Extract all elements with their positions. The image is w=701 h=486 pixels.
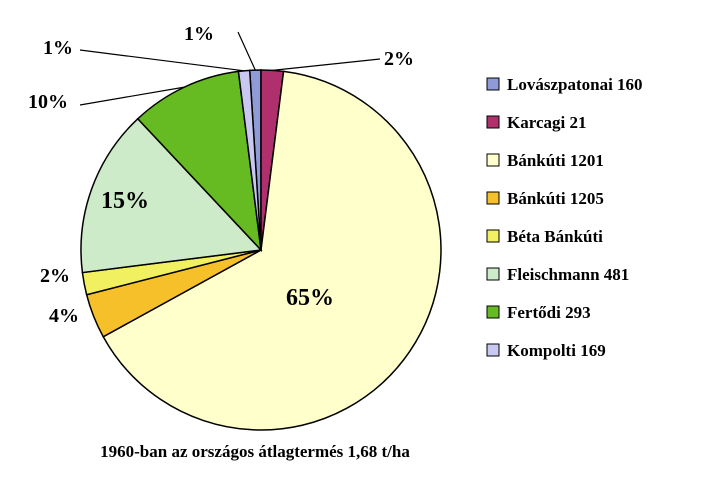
legend-label-bankuti-1201: Bánkúti 1201 [507,151,604,170]
slice-label-fleischmann-481: 15% [101,188,149,214]
legend-item-fleischmann-481: Fleischmann 481 [486,265,629,284]
legend-item-fertodi-293: Fertődi 293 [486,303,591,322]
slice-label-lovaszpatonai-160: 1% [184,23,214,45]
legend-item-lovaszpatonai-160: Lovászpatonai 160 [486,75,643,94]
legend-item-beta-bankuti: Béta Bánkúti [486,227,603,246]
legend-label-bankuti-1205: Bánkúti 1205 [507,189,604,208]
legend: Lovászpatonai 160 Karcagi 21 Bánkúti 1201 B… [486,75,643,360]
legend-label-beta-bankuti: Béta Bánkúti [507,227,603,246]
legend-item-kompolti-169: Kompolti 169 [486,341,606,360]
slice-labels: 1% 2% 65% 4% 2% 15% 10% 1% [28,23,414,327]
slice-label-beta-bankuti: 2% [40,265,70,287]
legend-swatch-bankuti-1205 [486,191,500,205]
legend-label-lovaszpatonai-160: Lovászpatonai 160 [507,75,643,94]
slice-label-kompolti-169: 1% [43,37,73,59]
legend-swatch-kompolti-169 [486,343,500,357]
legend-swatch-bankuti-1201 [486,153,500,167]
legend-swatch-beta-bankuti [486,229,500,243]
pie-slice-fleischmann-481 [80,117,263,274]
legend-swatch-lovaszpatonai-160 [486,77,500,91]
pie-slices [80,69,442,431]
legend-label-kompolti-169: Kompolti 169 [507,341,606,360]
legend-item-karcagi-21: Karcagi 21 [486,113,586,132]
legend-label-fleischmann-481: Fleischmann 481 [507,265,629,284]
leader-line-fertodi-293 [79,86,185,106]
legend-item-bankuti-1201: Bánkúti 1201 [486,151,604,170]
leader-line-kompolti-169 [79,49,245,72]
pie-slice-bankuti-1201 [102,70,442,431]
leader-line-karcagi-21 [272,58,381,71]
chart-caption: 1960-ban az országos átlagtermés 1,68 t/… [100,442,410,461]
slice-label-fertodi-293: 10% [28,91,68,113]
slice-label-bankuti-1201: 65% [286,285,334,311]
legend-swatch-karcagi-21 [486,115,500,129]
legend-item-bankuti-1205: Bánkúti 1205 [486,189,604,208]
legend-label-fertodi-293: Fertődi 293 [507,303,591,322]
slice-label-karcagi-21: 2% [384,48,414,70]
legend-swatch-fertodi-293 [486,305,500,319]
leader-line-lovaszpatonai-160 [237,31,256,71]
legend-swatch-fleischmann-481 [486,267,500,281]
legend-label-karcagi-21: Karcagi 21 [507,113,586,132]
leader-lines [79,31,381,106]
slice-label-bankuti-1205: 4% [49,305,79,327]
